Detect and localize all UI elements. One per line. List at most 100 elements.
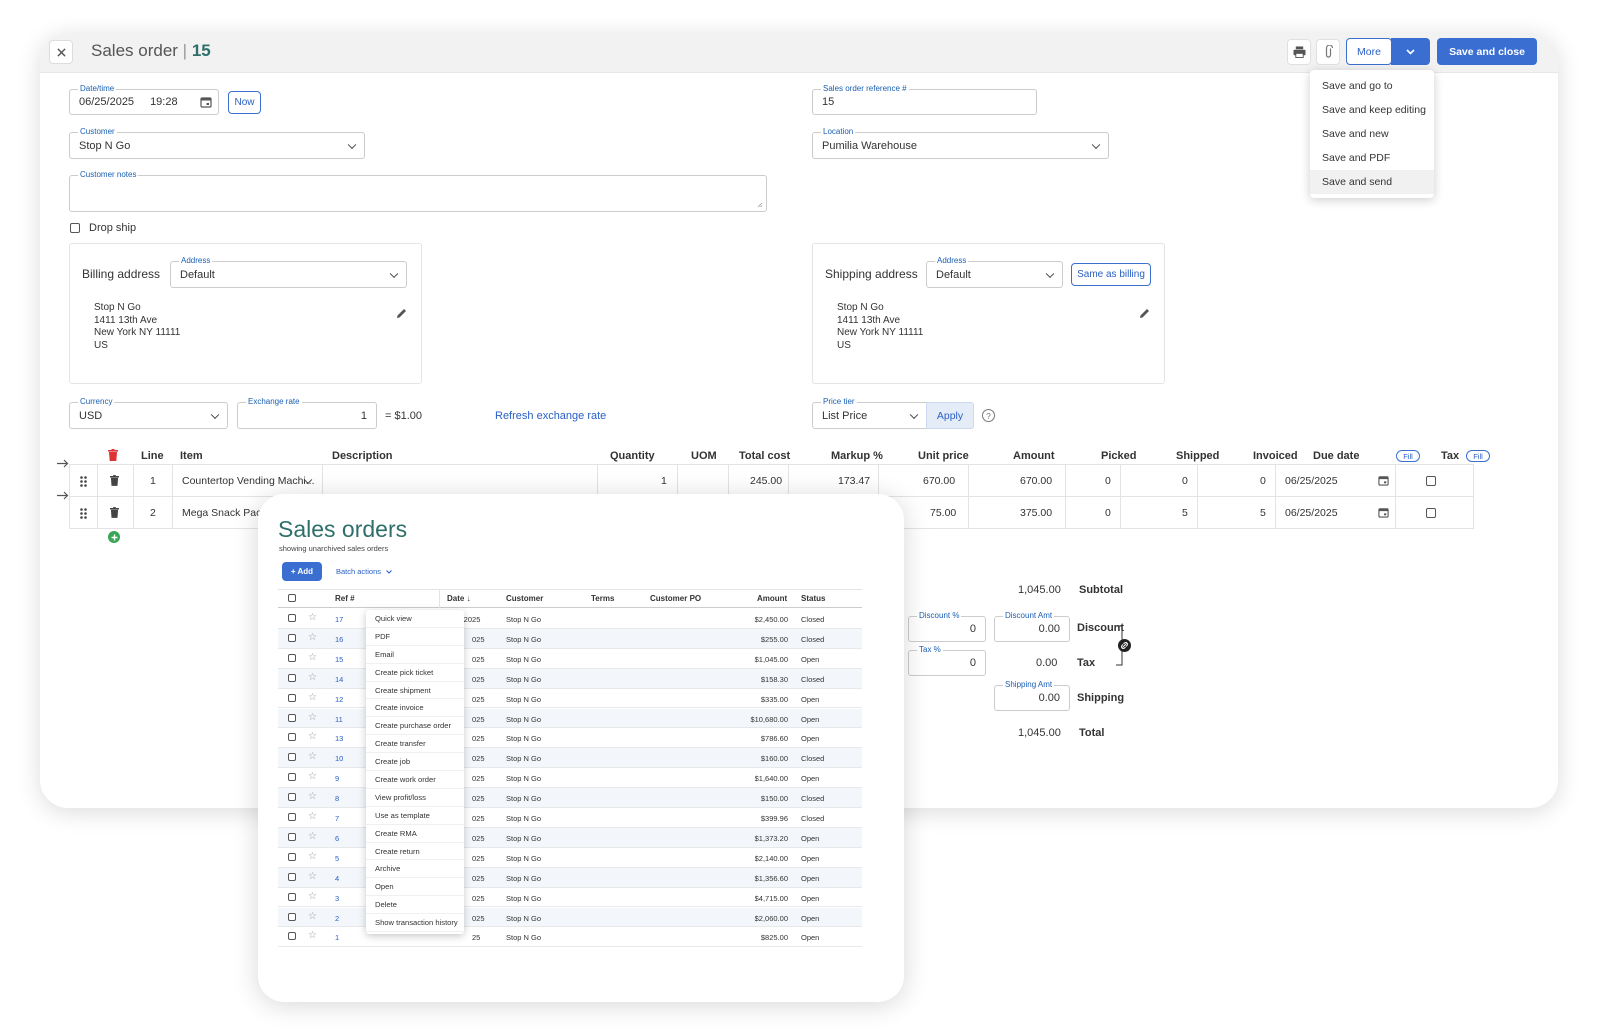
ref-link[interactable]: 12 [335,694,344,704]
context-menu-item[interactable]: Quick view [366,610,464,628]
row-checkbox[interactable] [288,673,296,682]
row-checkbox[interactable] [288,633,296,642]
col-status[interactable]: Status [801,594,826,603]
context-menu-item[interactable]: Open [366,878,464,897]
insert-arrow-icon[interactable] [57,459,69,468]
menu-item-save-and-go-to[interactable]: Save and go to [1322,80,1393,92]
edit-pencil-icon[interactable] [1139,308,1150,319]
context-menu-item[interactable]: Create job [366,753,464,772]
edit-pencil-icon[interactable] [396,308,407,319]
row-checkbox[interactable] [288,693,296,702]
row-checkbox[interactable] [288,872,296,881]
shipping-amount-field[interactable]: Shipping Amt 0.00 [994,680,1070,711]
context-menu-item[interactable]: Use as template [366,807,464,825]
trash-icon[interactable] [110,475,119,486]
row-checkbox[interactable] [288,773,296,782]
calendar-icon[interactable] [1378,507,1389,518]
col-amount[interactable]: Amount [757,594,788,603]
context-menu-item[interactable]: View profit/loss [366,789,464,807]
context-menu-item[interactable]: Create transfer [366,735,464,754]
discount-amount-field[interactable]: Discount Amt 0.00 [994,611,1070,642]
ref-link[interactable]: 2 [335,913,340,923]
calendar-icon[interactable] [1378,475,1389,486]
due-date-value[interactable]: 06/25/2025 [1285,507,1338,519]
star-icon[interactable]: ☆ [308,830,317,842]
row-checkbox[interactable] [288,614,296,622]
context-menu-item[interactable]: Create work order [366,771,464,789]
row-checkbox[interactable] [288,733,296,742]
table-row[interactable]: ☆ 5 025 Stop N Go $2,140.00 Open [278,848,862,868]
ref-link[interactable]: 10 [335,754,344,764]
ref-link[interactable]: 17 [335,615,344,624]
table-row[interactable]: ☆ 7 025 Stop N Go $399.96 Closed [278,808,862,828]
context-menu-item[interactable]: Email [366,646,464,664]
menu-item-save-and-keep-editing[interactable]: Save and keep editing [1322,104,1426,116]
col-customer[interactable]: Customer [506,594,544,603]
fill-tax-button[interactable]: Fill [1466,450,1490,462]
row-checkbox[interactable] [288,892,296,901]
insert-arrow-icon[interactable] [57,491,69,500]
item-select[interactable]: Mega Snack Pack [182,507,267,519]
calendar-icon[interactable] [200,96,212,108]
star-icon[interactable]: ☆ [308,751,317,763]
star-icon[interactable]: ☆ [308,631,317,643]
context-menu-item[interactable]: PDF [366,628,464,646]
table-row[interactable]: ☆ 3 025 Stop N Go $4,715.00 Open [278,888,862,908]
star-icon[interactable]: ☆ [308,612,317,623]
row-checkbox[interactable] [288,932,296,941]
sales-order-reference-field[interactable]: Sales order reference # 15 [812,84,1037,115]
tax-checkbox[interactable] [1426,508,1436,518]
star-icon[interactable]: ☆ [308,731,317,743]
location-select[interactable]: Location Pumilia Warehouse [812,127,1109,159]
link-toggle-icon[interactable] [1118,639,1131,652]
ref-link[interactable]: 13 [335,734,344,744]
refresh-exchange-rate-link[interactable]: Refresh exchange rate [495,410,607,422]
row-checkbox[interactable] [288,832,296,841]
ref-link[interactable]: 6 [335,833,340,843]
star-icon[interactable]: ☆ [308,651,317,663]
context-menu-item[interactable]: Create RMA [366,825,464,843]
context-menu-item[interactable]: Create shipment [366,682,464,700]
row-checkbox[interactable] [288,852,296,861]
batch-actions-button[interactable]: Batch actions [336,567,392,576]
star-icon[interactable]: ☆ [308,671,317,683]
star-icon[interactable]: ☆ [308,691,317,703]
help-icon[interactable]: ? [982,409,995,422]
tax-checkbox[interactable] [1426,476,1436,486]
drag-handle-icon[interactable] [80,508,87,519]
ref-link[interactable]: 15 [335,654,344,664]
customer-notes-field[interactable]: Customer notes [69,170,767,212]
menu-item-save-and-new[interactable]: Save and new [1322,128,1389,140]
more-button[interactable]: More [1346,38,1392,65]
markup-value[interactable]: 173.47 [838,475,871,487]
star-icon[interactable]: ☆ [308,870,317,882]
item-select[interactable]: Countertop Vending Machi... [182,475,315,487]
apply-button[interactable]: Apply [926,402,974,429]
select-all-checkbox[interactable] [288,594,296,602]
price-tier-select[interactable]: Price tier List Price [812,397,927,429]
ref-link[interactable]: 3 [335,893,340,903]
unit-price-value[interactable]: 670.00 [923,475,956,487]
row-checkbox[interactable] [288,813,296,821]
context-menu-item[interactable]: Create invoice [366,699,464,718]
datetime-field[interactable]: Date/time 06/25/2025 19:28 [69,84,219,115]
ref-link[interactable]: 11 [335,714,343,724]
same-as-billing-button[interactable]: Same as billing [1071,263,1151,286]
ref-link[interactable]: 14 [335,674,344,684]
save-and-close-button[interactable]: Save and close [1437,38,1537,65]
more-dropdown-toggle[interactable] [1391,38,1430,65]
customer-select[interactable]: Customer Stop N Go [69,127,365,159]
due-date-value[interactable]: 06/25/2025 [1285,475,1338,487]
ref-link[interactable]: 4 [335,873,340,883]
star-icon[interactable]: ☆ [308,910,317,922]
table-row[interactable]: ☆ 13 025 Stop N Go $786.60 Open [278,728,862,749]
table-row[interactable]: ☆ 15 025 Stop N Go $1,045.00 Open [278,649,862,669]
star-icon[interactable]: ☆ [308,791,317,803]
exchange-rate-field[interactable]: Exchange rate 1 [237,397,377,429]
quantity-value[interactable]: 1 [661,475,667,487]
table-row[interactable]: ☆ 1 25 Stop N Go $825.00 Open [278,927,862,948]
context-menu-item[interactable]: Show transaction history [366,914,464,933]
star-icon[interactable]: ☆ [308,890,317,902]
ref-link[interactable]: 7 [335,814,340,823]
row-checkbox[interactable] [288,912,296,921]
